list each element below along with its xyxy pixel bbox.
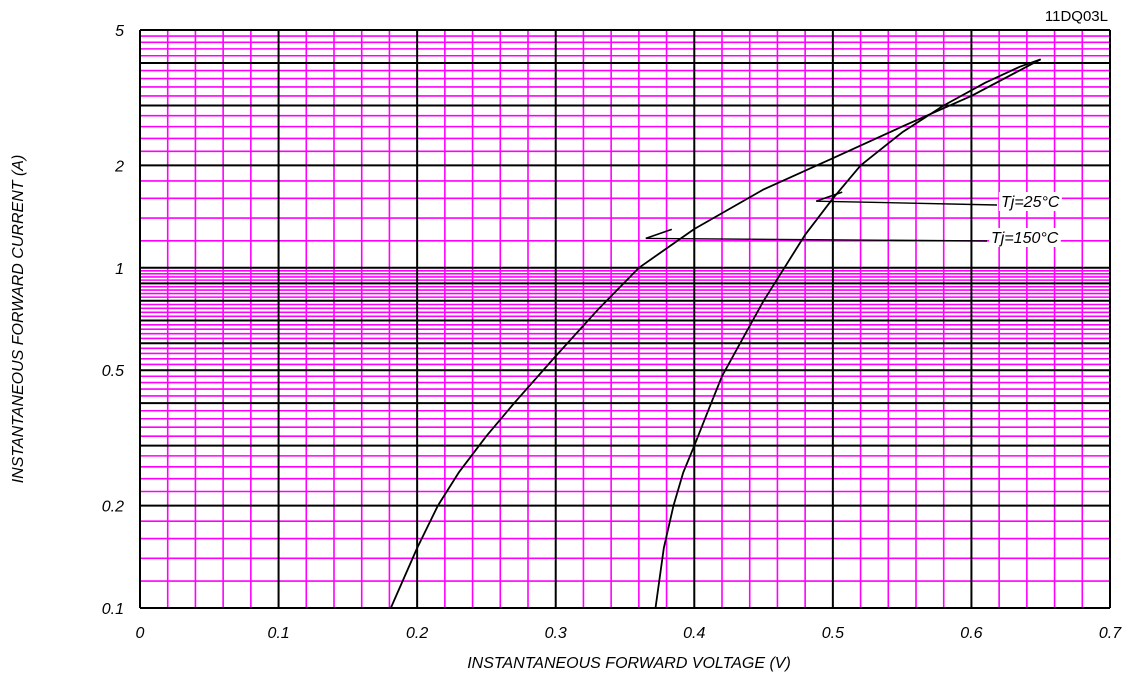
x-tick-label: 0.3	[545, 625, 567, 642]
series-line-2	[389, 58, 1042, 609]
y-tick-label: 2	[114, 158, 124, 175]
x-axis-title: INSTANTANEOUS FORWARD VOLTAGE (V)	[467, 655, 791, 672]
x-tick-label: 0.4	[683, 625, 705, 642]
leader-line	[645, 237, 988, 242]
curves	[389, 58, 1042, 609]
label-tj-150: Tj=150°C	[991, 230, 1059, 247]
y-tick-label: 0.2	[102, 499, 124, 516]
x-tick-label: 0.1	[267, 625, 289, 642]
arrow-mark	[815, 191, 843, 202]
leader-line	[816, 200, 998, 206]
minor-grid	[140, 30, 1110, 608]
series-line-1	[654, 58, 1042, 609]
x-tick-label: 0.5	[822, 625, 844, 642]
y-tick-label: 0.5	[102, 363, 124, 380]
x-tick-label: 0	[136, 625, 145, 642]
x-tick-label: 0.7	[1099, 625, 1122, 642]
label-background	[989, 228, 1061, 247]
x-tick-label: 0.2	[406, 625, 428, 642]
x-tick-label: 0.6	[960, 625, 982, 642]
annotations: Tj=25°C Tj=150°C	[645, 191, 1062, 247]
label-background	[999, 192, 1062, 211]
y-tick-label: 1	[115, 261, 124, 278]
arrow-mark	[645, 228, 673, 240]
y-tick-label: 5	[115, 23, 124, 40]
label-tj-25: Tj=25°C	[1001, 194, 1060, 211]
y-tick-label: 0.1	[102, 601, 124, 618]
part-number: 11DQ03L	[1045, 8, 1108, 25]
y-axis-title: INSTANTANEOUS FORWARD CURRENT (A)	[10, 155, 27, 484]
x-tick-labels: 0 0.1 0.2 0.3 0.4 0.5 0.6 0.7	[136, 625, 1123, 642]
y-tick-labels: 0.1 0.2 0.5 1 2 5	[102, 23, 124, 618]
